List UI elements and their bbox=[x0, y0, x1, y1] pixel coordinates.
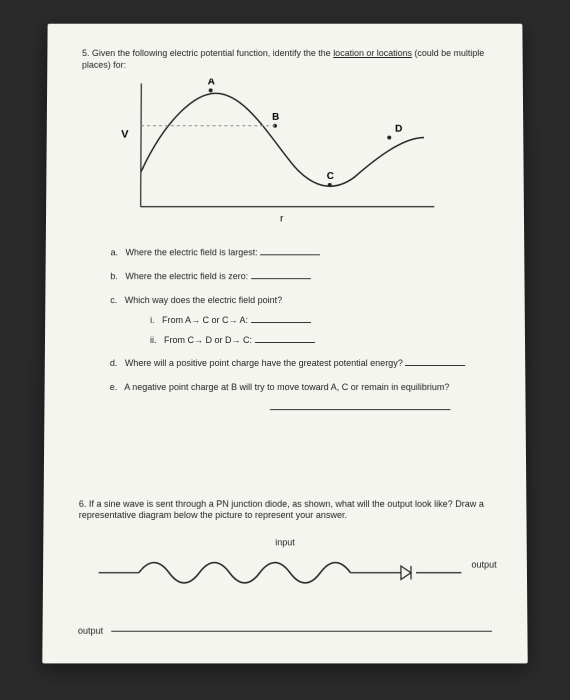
q5c-text: Which way does the electric field point? bbox=[125, 295, 282, 305]
q5d-text: Where will a positive point charge have … bbox=[125, 358, 403, 368]
q5c-letter: c. bbox=[110, 295, 117, 305]
graph-svg: Vr A B C D bbox=[106, 79, 455, 227]
q5-a: a. Where the electric field is largest: bbox=[110, 244, 489, 264]
svg-text:V: V bbox=[121, 129, 129, 141]
diode-svg bbox=[78, 547, 482, 598]
output-draw-line[interactable] bbox=[111, 630, 492, 631]
q5d-letter: d. bbox=[110, 358, 118, 368]
q5-prompt-underlined: location or locations bbox=[333, 48, 412, 58]
q5a-letter: a. bbox=[111, 248, 119, 258]
svg-text:C: C bbox=[327, 171, 334, 182]
q5b-blank[interactable] bbox=[251, 269, 311, 279]
q5ci-text: From A→ C or C→ A: bbox=[162, 315, 248, 325]
q5-c: c. Which way does the electric field poi… bbox=[110, 291, 490, 350]
q5-subquestions: a. Where the electric field is largest: … bbox=[110, 244, 491, 418]
q5cii-blank[interactable] bbox=[255, 333, 315, 343]
q5-prompt-1: Given the following electric potential f… bbox=[92, 48, 333, 58]
svg-text:B: B bbox=[272, 112, 279, 123]
q5e-blank[interactable] bbox=[270, 400, 450, 410]
q5-c-i: i. From A→ C or C→ A: bbox=[150, 311, 490, 331]
svg-text:A: A bbox=[208, 79, 215, 88]
q6-section: 6. If a sine wave is sent through a PN j… bbox=[78, 499, 492, 636]
input-label: input bbox=[79, 537, 492, 547]
output-label: output bbox=[471, 560, 496, 570]
q5cii-letter: ii. bbox=[150, 335, 157, 345]
q5b-letter: b. bbox=[110, 271, 118, 281]
q5b-text: Where the electric field is zero: bbox=[125, 271, 248, 281]
diode-diagram: input output bbox=[78, 537, 492, 600]
svg-text:r: r bbox=[280, 214, 284, 225]
q5ci-blank[interactable] bbox=[251, 313, 311, 323]
q6-header: 6. If a sine wave is sent through a PN j… bbox=[79, 499, 492, 523]
output-answer-line: output bbox=[78, 626, 492, 636]
q5-header: 5. Given the following electric potentia… bbox=[82, 48, 488, 71]
q5a-text: Where the electric field is largest: bbox=[125, 248, 257, 258]
q5a-blank[interactable] bbox=[260, 246, 320, 256]
q5ci-letter: i. bbox=[150, 315, 155, 325]
output-bottom-label: output bbox=[78, 626, 103, 636]
q5e-letter: e. bbox=[110, 382, 118, 392]
svg-text:D: D bbox=[395, 124, 402, 135]
q5e-text: A negative point charge at B will try to… bbox=[124, 382, 449, 392]
q5-b: b. Where the electric field is zero: bbox=[110, 267, 489, 287]
potential-graph: Vr A B C D bbox=[106, 79, 490, 229]
q5cii-text: From C→ D or D→ C: bbox=[164, 335, 252, 345]
q5-c-ii: ii. From C→ D or D→ C: bbox=[150, 331, 490, 351]
q5-d: d. Where will a positive point charge ha… bbox=[110, 354, 490, 374]
q5-e: e. A negative point charge at B will try… bbox=[110, 378, 491, 418]
worksheet-page: 5. Given the following electric potentia… bbox=[42, 24, 527, 664]
q5-number: 5. bbox=[82, 48, 90, 58]
q5d-blank[interactable] bbox=[405, 356, 465, 366]
q6-prompt: If a sine wave is sent through a PN junc… bbox=[79, 499, 484, 521]
q6-number: 6. bbox=[79, 499, 87, 509]
